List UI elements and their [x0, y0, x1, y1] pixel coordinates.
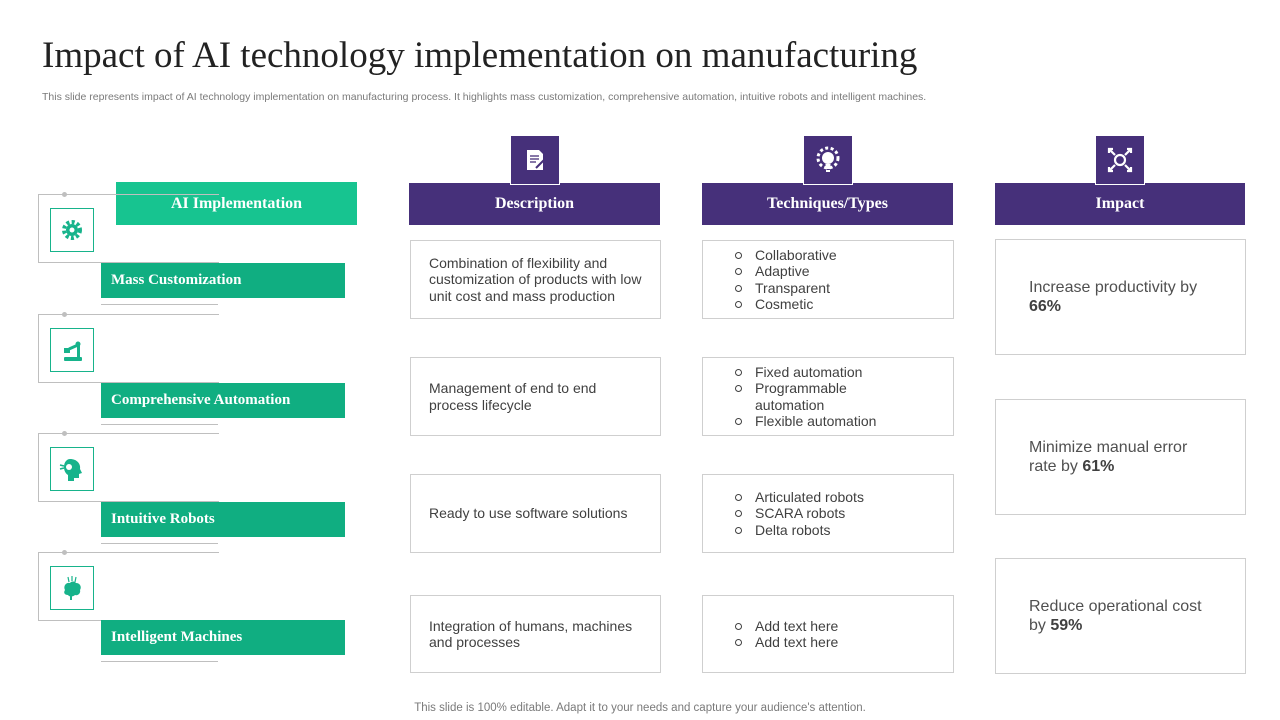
description-card: Integration of humans, machines and proc… [410, 595, 661, 673]
row-label-comprehensive-automation: Comprehensive Automation [101, 383, 345, 418]
techniques-list: Add text here Add text here [735, 618, 838, 651]
list-item: Articulated robots [735, 489, 864, 506]
list-item: SCARA robots [735, 505, 864, 522]
description-text: Management of end to end process lifecyc… [429, 380, 597, 413]
list-item: Collaborative [735, 247, 837, 264]
bracket-connector [40, 433, 64, 434]
list-item: Transparent [735, 280, 837, 297]
description-text: Ready to use software solutions [429, 505, 628, 522]
brain-circuit-icon [50, 566, 94, 610]
list-item: Delta robots [735, 522, 864, 539]
robot-head-icon [50, 447, 94, 491]
bracket-dot [62, 431, 67, 436]
arrows-out-icon [1095, 135, 1145, 185]
impact-text: Minimize manual error rate by 61% [1029, 438, 1212, 476]
column-header-description: Description [409, 183, 660, 225]
document-icon [510, 135, 560, 185]
row-underline [101, 424, 218, 425]
bracket-connector [40, 194, 64, 195]
row-bracket [38, 314, 219, 383]
bracket-connector [40, 314, 64, 315]
list-item: Add text here [735, 634, 838, 651]
techniques-list: Articulated robots SCARA robots Delta ro… [735, 489, 864, 539]
description-text: Combination of flexibility and customiza… [429, 254, 642, 304]
row-label-mass-customization: Mass Customization [101, 263, 345, 298]
impact-text: Reduce operational cost by 59% [1029, 597, 1212, 635]
page-subtitle: This slide represents impact of AI techn… [42, 91, 927, 103]
list-item: Add text here [735, 618, 838, 635]
techniques-list: Fixed automation Programmable automation… [735, 364, 885, 430]
list-item: Cosmetic [735, 296, 837, 313]
row-label-intuitive-robots: Intuitive Robots [101, 502, 345, 537]
techniques-card: Fixed automation Programmable automation… [702, 357, 954, 436]
bracket-dot [62, 192, 67, 197]
row-bracket [38, 433, 219, 502]
row-label-intelligent-machines: Intelligent Machines [101, 620, 345, 655]
description-card: Combination of flexibility and customiza… [410, 240, 661, 319]
techniques-card: Articulated robots SCARA robots Delta ro… [702, 474, 954, 553]
list-item: Adaptive [735, 263, 837, 280]
footer-note: This slide is 100% editable. Adapt it to… [414, 702, 866, 714]
impact-value: 59% [1050, 617, 1083, 634]
impact-value: 61% [1082, 458, 1115, 475]
impact-card: Minimize manual error rate by 61% [995, 399, 1246, 515]
description-text: Integration of humans, machines and proc… [429, 617, 633, 651]
impact-card: Increase productivity by 66% [995, 239, 1246, 355]
bracket-dot [62, 550, 67, 555]
impact-description: Increase productivity by [1029, 279, 1198, 296]
description-card: Management of end to end process lifecyc… [410, 357, 661, 436]
bracket-connector [40, 552, 64, 553]
impact-value: 66% [1029, 298, 1062, 315]
techniques-card: Collaborative Adaptive Transparent Cosme… [702, 240, 954, 319]
robotic-arm-icon [50, 328, 94, 372]
column-header-impact: Impact [995, 183, 1245, 225]
page-title: Impact of AI technology implementation o… [42, 35, 918, 76]
list-item: Programmable automation [735, 380, 885, 413]
row-bracket [38, 194, 219, 263]
lightbulb-gear-icon [803, 135, 853, 185]
techniques-list: Collaborative Adaptive Transparent Cosme… [735, 247, 837, 313]
impact-text: Increase productivity by 66% [1029, 278, 1212, 316]
row-underline [101, 304, 218, 305]
list-item: Flexible automation [735, 413, 885, 430]
bracket-dot [62, 312, 67, 317]
row-underline [101, 661, 218, 662]
gear-icon [50, 208, 94, 252]
impact-card: Reduce operational cost by 59% [995, 558, 1246, 674]
impact-description: Reduce operational cost by [1029, 598, 1202, 634]
description-card: Ready to use software solutions [410, 474, 661, 553]
column-header-techniques: Techniques/Types [702, 183, 953, 225]
techniques-card: Add text here Add text here [702, 595, 954, 673]
list-item: Fixed automation [735, 364, 885, 381]
impact-description: Minimize manual error rate by [1029, 439, 1188, 475]
ai-implementation-header: AI Implementation [116, 182, 357, 225]
row-underline [101, 543, 218, 544]
